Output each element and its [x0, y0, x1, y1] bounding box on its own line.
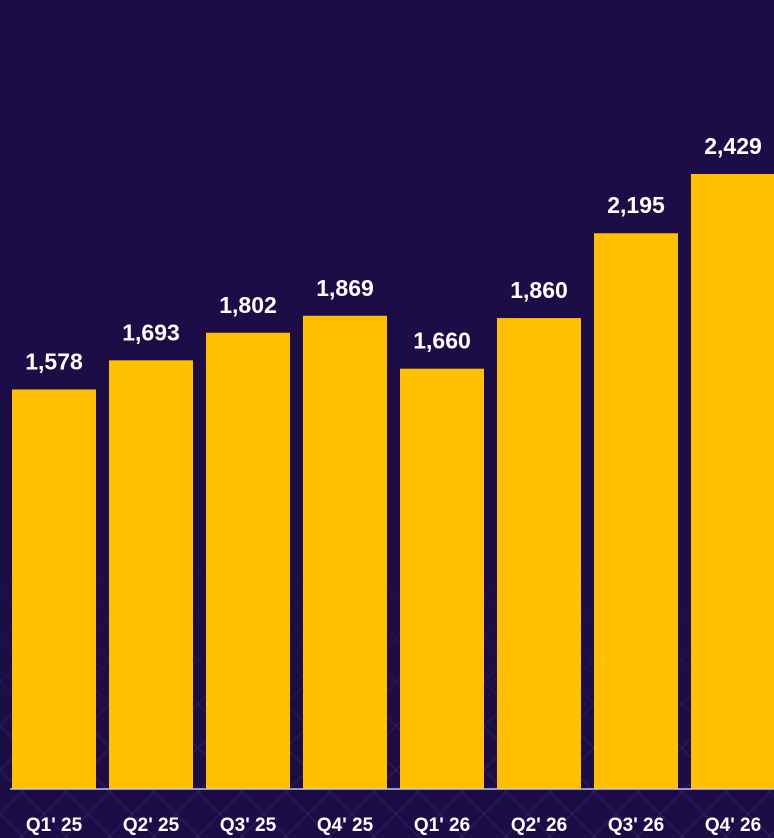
- x-tick-label-2: Q2' 25: [123, 815, 180, 836]
- value-label-1: 1,578: [25, 348, 83, 374]
- value-labels: 1,578 1,693 1,802 1,869 1,660 1,860 2,195 2,429: [25, 133, 762, 374]
- x-tick-label-5: Q1' 26: [414, 815, 470, 836]
- bar-4: [303, 315, 387, 789]
- x-tick-label-6: Q2' 26: [511, 815, 567, 836]
- x-tick-label-3: Q3' 25: [220, 815, 277, 836]
- x-tick-label-4: Q4' 25: [317, 815, 374, 836]
- value-label-2: 1,693: [122, 319, 180, 345]
- bars: [12, 174, 774, 790]
- bar-6: [497, 318, 581, 789]
- value-label-8: 2,429: [704, 133, 762, 159]
- value-label-4: 1,869: [316, 275, 374, 301]
- value-label-5: 1,660: [413, 328, 471, 354]
- x-tick-label-1: Q1' 25: [26, 815, 83, 836]
- bar-3: [206, 332, 290, 789]
- x-tick-labels: Q1' 25 Q2' 25 Q3' 25 Q4' 25 Q1' 26 Q2' 26 Q3' …: [26, 815, 761, 836]
- x-tick-label-7: Q3' 26: [608, 815, 664, 836]
- bar-8: [691, 174, 774, 789]
- value-label-3: 1,802: [219, 292, 277, 318]
- x-tick-label-8: Q4' 26: [705, 815, 761, 836]
- bar-7: [594, 233, 678, 790]
- value-label-7: 2,195: [607, 192, 665, 218]
- value-label-6: 1,860: [510, 277, 568, 303]
- bar-1: [12, 389, 96, 789]
- bar-5: [400, 368, 484, 789]
- bar-2: [109, 360, 193, 789]
